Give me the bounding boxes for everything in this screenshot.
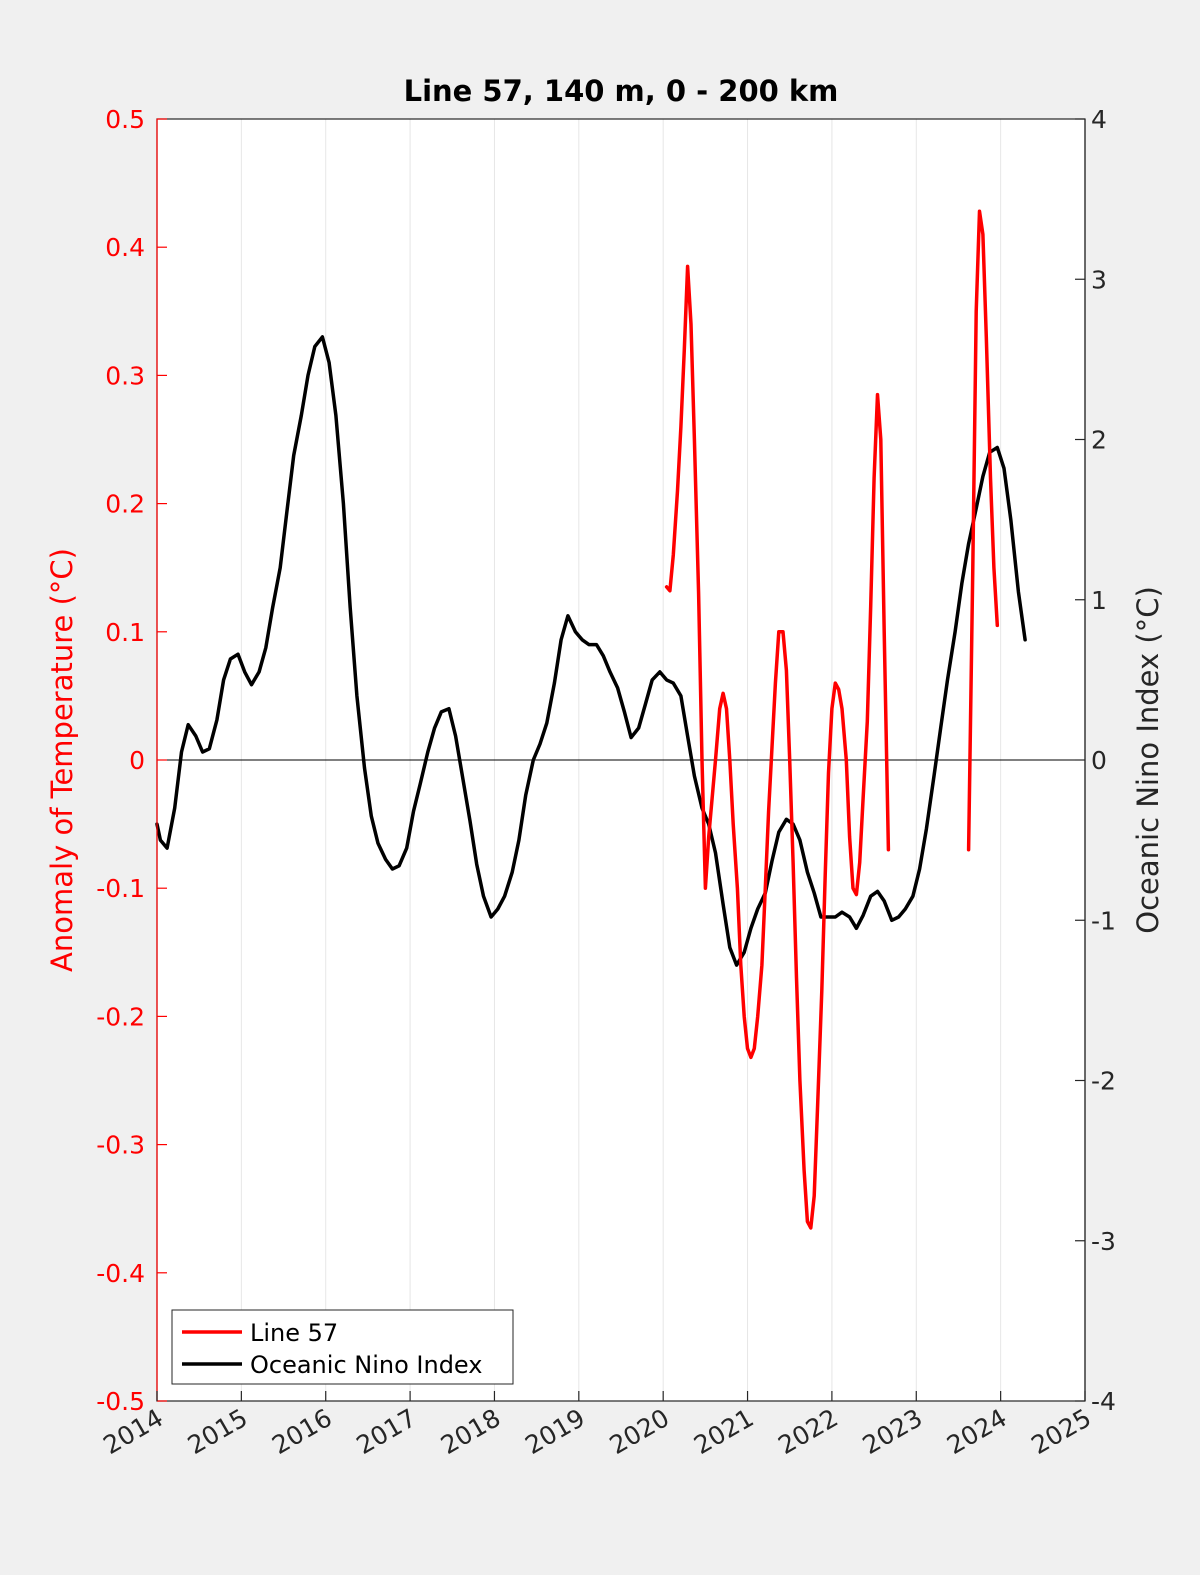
right-tick-label: 2	[1091, 426, 1107, 455]
left-tick-label: 0	[129, 746, 145, 775]
series-line-line-57-segment-2	[966, 209, 1000, 852]
legend-label-line-57: Line 57	[250, 1319, 338, 1347]
left-tick-label: -0.1	[96, 874, 145, 903]
left-tick-label: 0.4	[105, 233, 145, 262]
legend-label-oceanic-nino-index: Oceanic Nino Index	[250, 1351, 482, 1379]
right-tick-label: -3	[1091, 1227, 1116, 1256]
left-tick-label: 0.5	[105, 105, 145, 134]
left-y-axis: -0.5 -0.4 -0.3 -0.2 -0.1 0 0.1 0.2 0.3 0.4 0.5	[96, 105, 167, 1416]
right-y-axis-label: Oceanic Nino Index (°C)	[1131, 586, 1165, 934]
right-tick-label: -1	[1091, 906, 1116, 935]
left-tick-label: 0.2	[105, 490, 145, 519]
legend: Line 57 Oceanic Nino Index	[171, 1309, 514, 1385]
chart-title: Line 57, 140 m, 0 - 200 km	[404, 74, 839, 108]
left-tick-label: -0.2	[96, 1002, 145, 1031]
right-tick-label: -4	[1091, 1387, 1116, 1416]
left-tick-label: 0.1	[105, 618, 145, 647]
right-tick-label: 4	[1091, 105, 1107, 134]
series-line-oceanic-nino-index	[155, 335, 1027, 967]
right-tick-label: 3	[1091, 265, 1107, 294]
left-tick-label: -0.4	[96, 1259, 145, 1288]
legend-box	[171, 1309, 514, 1385]
left-tick-label: -0.3	[96, 1131, 145, 1160]
right-y-axis: -4 -3 -2 -1 0 1 2 3 4	[1075, 105, 1116, 1416]
left-y-axis-label: Anomaly of Temperature (°C)	[45, 548, 79, 972]
right-tick-label: 1	[1091, 586, 1107, 615]
series-line-line-57-segment-1	[664, 264, 891, 1230]
left-tick-label: 0.3	[105, 361, 145, 390]
right-tick-label: -2	[1091, 1067, 1116, 1096]
right-tick-label: 0	[1091, 746, 1107, 775]
left-tick-label: -0.5	[96, 1387, 145, 1416]
series-layer	[155, 209, 1027, 1230]
